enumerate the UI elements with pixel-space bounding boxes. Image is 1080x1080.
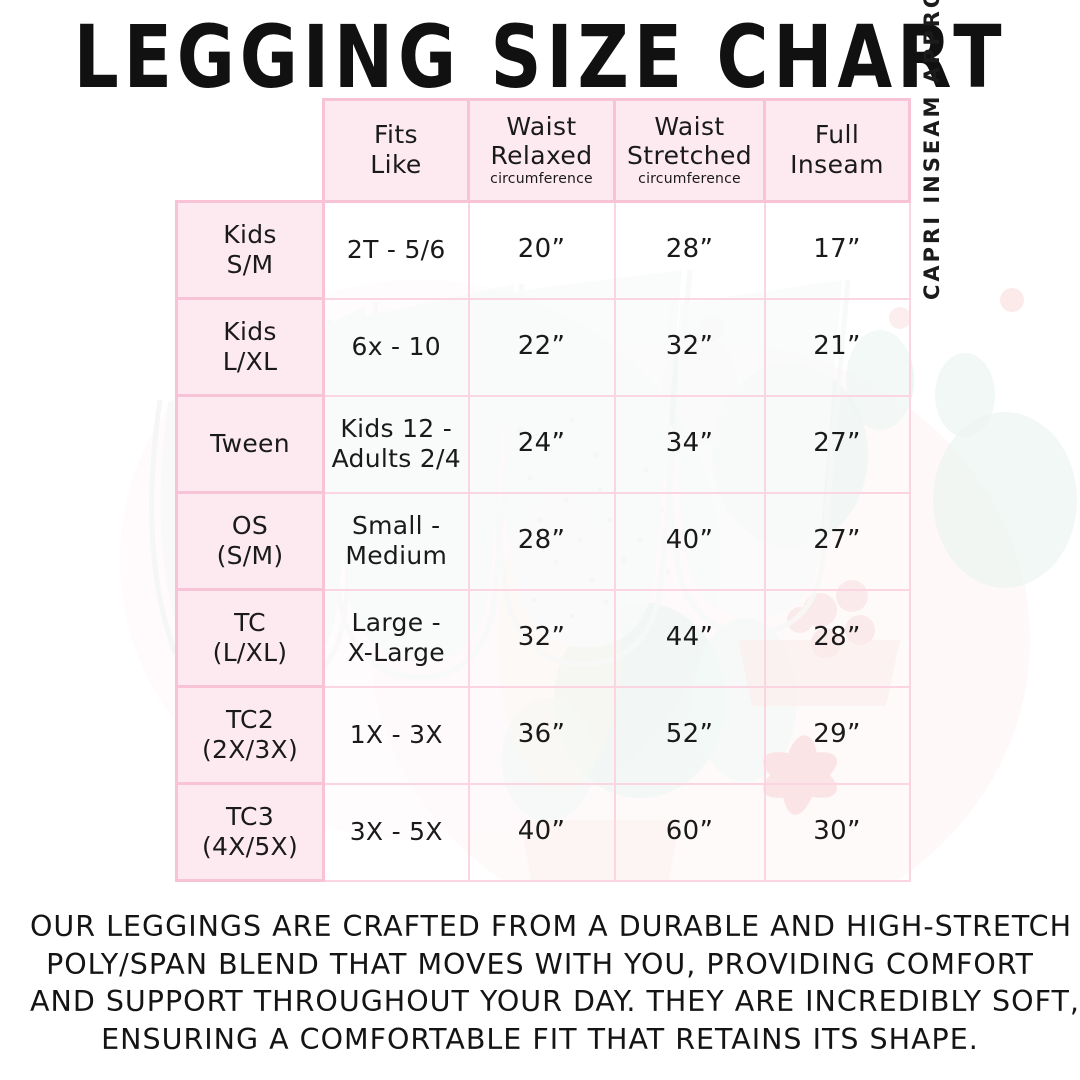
waist-stretched-cell: 40” [613,491,766,591]
waist-relaxed-cell: 28” [467,491,616,591]
column-header-waist-relaxed-line2: Relaxed [490,140,593,170]
full-inseam-cell: 21” [763,297,911,397]
column-header-fits-like: Fits Like [322,98,470,203]
table-row: OS (S/M) Small - Medium 28” 40” 27” [175,491,911,591]
fits-like-line2: Adults 2/4 [331,444,461,473]
fits-like-cell: Large - X-Large [322,588,470,688]
waist-relaxed-cell: 32” [467,588,616,688]
size-label-line1: TC [234,608,266,637]
fits-like-cell: 3X - 5X [322,782,470,882]
size-chart-table-wrap: Fits Like Waist Relaxed circumference Wa… [175,98,911,882]
table-row: Tween Kids 12 - Adults 2/4 24” 34” 27” [175,394,911,494]
fits-like-line1: 6x - 10 [351,331,442,361]
size-label-line2: (S/M) [216,541,284,570]
waist-relaxed-cell: 36” [467,685,616,785]
size-label-line2: S/M [226,250,274,279]
page-title: LEGGING SIZE CHART [73,8,1007,109]
column-header-fits-like-line2: Like [370,149,422,179]
table-row: Kids S/M 2T - 5/6 20” 28” 17” [175,200,911,300]
column-header-waist-relaxed-sub: circumference [490,171,593,188]
size-label-cell: Kids S/M [175,200,325,300]
size-label-line2: (2X/3X) [201,735,299,764]
size-label-cell: TC3 (4X/5X) [175,782,325,882]
size-label-line2: L/XL [222,347,278,376]
size-label-cell: Kids L/XL [175,297,325,397]
column-header-full-inseam: Full Inseam [763,98,911,203]
full-inseam-cell: 17” [763,200,911,300]
size-label-line1: Kids [223,220,277,249]
fits-like-line1: Small - [351,510,441,540]
size-label-line2: (L/XL) [212,638,288,667]
waist-relaxed-cell: 22” [467,297,616,397]
size-label-line1: Kids [223,317,277,346]
fits-like-line1: Kids 12 - [340,413,453,443]
full-inseam-cell: 28” [763,588,911,688]
description-line-4: ENSURING A COMFORTABLE FIT THAT RETAINS … [101,1022,979,1056]
size-label-line1: Tween [210,429,290,458]
column-header-waist-relaxed-line1: Waist [506,111,577,141]
waist-stretched-cell: 52” [613,685,766,785]
fits-like-cell: 2T - 5/6 [322,200,470,300]
table-header-row: Fits Like Waist Relaxed circumference Wa… [177,98,911,203]
fits-like-cell: 1X - 3X [322,685,470,785]
size-label-line1: TC3 [225,802,275,831]
full-inseam-cell: 29” [763,685,911,785]
fits-like-line1: 2T - 5/6 [346,235,446,264]
size-label-cell: TC2 (2X/3X) [175,685,325,785]
waist-stretched-cell: 32” [613,297,766,397]
size-label-line1: OS [231,511,269,540]
full-inseam-cell: 27” [763,394,911,494]
waist-stretched-cell: 28” [613,200,766,300]
column-header-full-inseam-line1: Full [814,120,860,150]
waist-relaxed-cell: 40” [467,782,616,882]
column-header-waist-stretched: Waist Stretched circumference [613,98,766,203]
size-label-cell: TC (L/XL) [175,588,325,688]
size-chart-table: Fits Like Waist Relaxed circumference Wa… [175,98,911,882]
size-label-line1: TC2 [225,705,275,734]
table-row: TC (L/XL) Large - X-Large 32” 44” 28” [175,588,911,688]
description-line-1: OUR LEGGINGS ARE CRAFTED FROM A DURABLE … [30,910,1073,943]
description-line-3: AND SUPPORT THROUGHOUT YOUR DAY. THEY AR… [30,985,1080,1019]
fits-like-cell: Small - Medium [322,491,470,591]
description-line-2: POLY/SPAN BLEND THAT MOVES WITH YOU, PRO… [46,947,1034,981]
table-row: TC3 (4X/5X) 3X - 5X 40” 60” 30” [175,782,911,882]
full-inseam-cell: 30” [763,782,911,882]
fits-like-line2: X-Large [347,638,445,667]
fits-like-cell: 6x - 10 [322,297,470,397]
column-header-fits-like-line1: Fits [374,120,418,150]
size-label-cell: OS (S/M) [175,491,325,591]
size-label-line2: (4X/5X) [201,832,299,861]
header-corner-cell [177,100,324,202]
fits-like-line1: 3X - 5X [349,816,443,846]
column-header-waist-stretched-line1: Waist [654,111,725,141]
waist-relaxed-cell: 20” [467,200,616,300]
waist-stretched-cell: 34” [613,394,766,494]
fits-like-line2: Medium [345,541,448,570]
column-header-waist-relaxed: Waist Relaxed circumference [467,98,616,203]
capri-inseam-note: CAPRI INSEAM APPROX 8 INCHES SHORTER [920,0,970,300]
column-header-waist-stretched-line2: Stretched [626,140,753,170]
product-description: OUR LEGGINGS ARE CRAFTED FROM A DURABLE … [30,908,1080,1058]
fits-like-line1: Large - [351,607,441,637]
size-label-cell: Tween [175,394,325,494]
column-header-waist-stretched-sub: circumference [638,171,741,188]
table-row: Kids L/XL 6x - 10 22” 32” 21” [175,297,911,397]
fits-like-line1: 1X - 3X [349,719,443,749]
fits-like-cell: Kids 12 - Adults 2/4 [322,394,470,494]
waist-stretched-cell: 60” [613,782,766,882]
waist-stretched-cell: 44” [613,588,766,688]
table-row: TC2 (2X/3X) 1X - 3X 36” 52” 29” [175,685,911,785]
column-header-full-inseam-line2: Inseam [790,149,884,179]
full-inseam-cell: 27” [763,491,911,591]
waist-relaxed-cell: 24” [467,394,616,494]
